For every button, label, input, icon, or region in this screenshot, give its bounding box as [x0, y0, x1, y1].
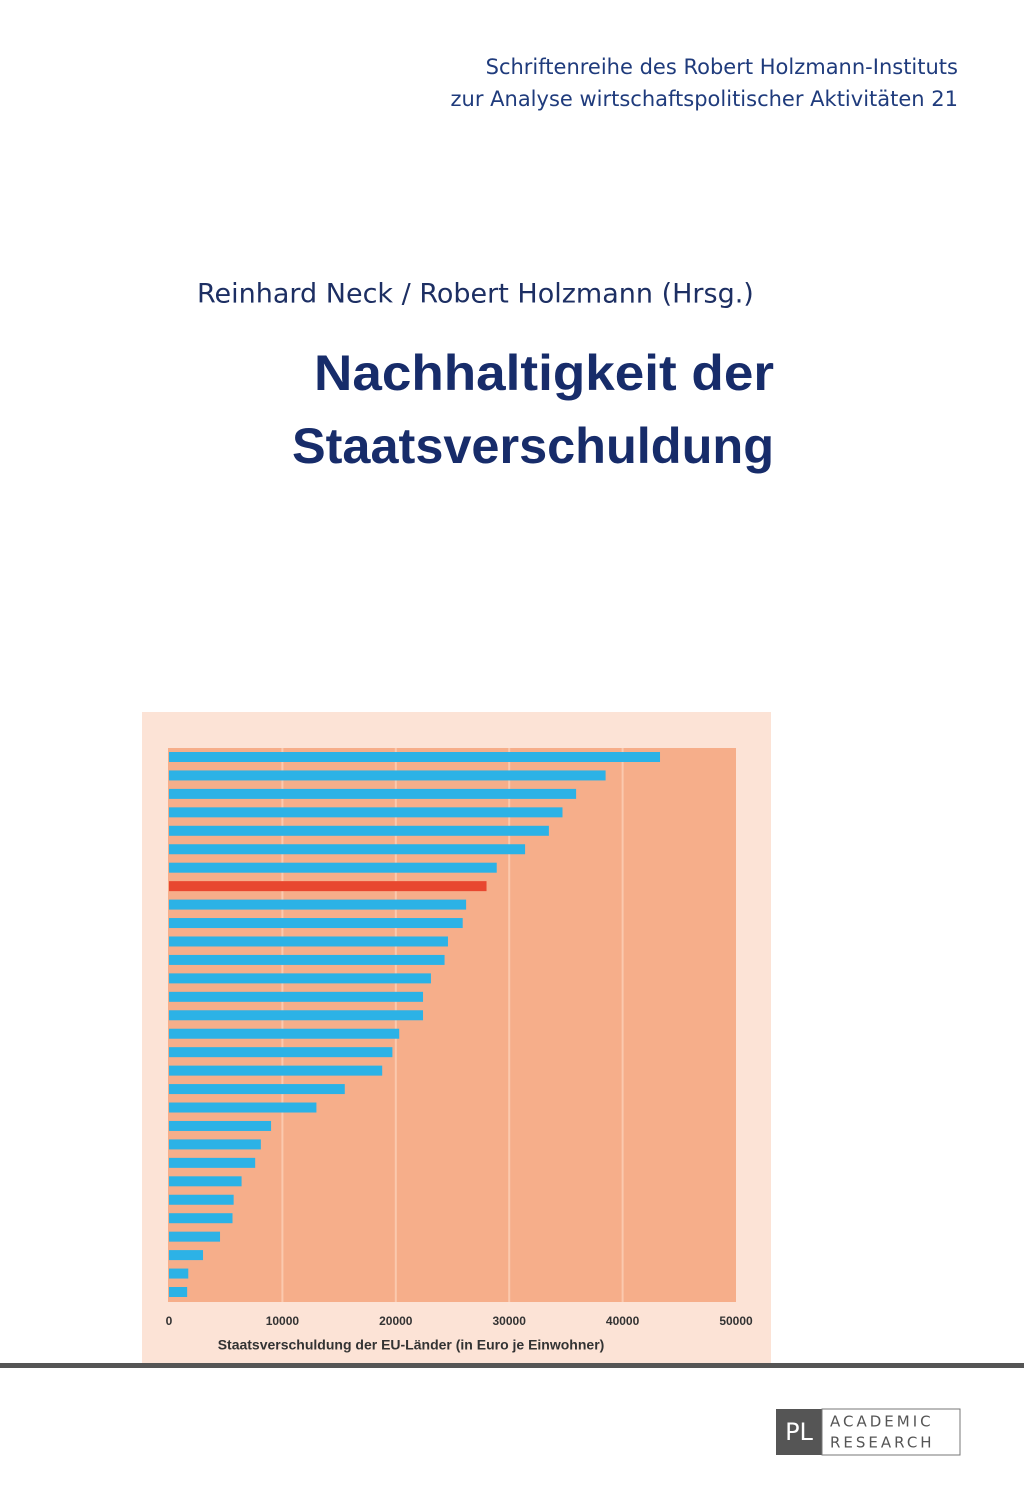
bar: [169, 1065, 383, 1076]
bar: [169, 1102, 317, 1113]
bar: [169, 752, 661, 762]
bar: [169, 973, 431, 984]
bar: [169, 1047, 393, 1058]
x-axis-label: Staatsverschuldung der EU-Länder (in Eur…: [218, 1337, 605, 1353]
bar: [169, 844, 526, 855]
bar: [169, 1194, 234, 1205]
x-tick-label: 30000: [493, 1314, 527, 1328]
bar: [169, 1176, 242, 1187]
bar: [169, 1231, 221, 1242]
bar: [169, 825, 549, 836]
plot-area: [168, 748, 736, 1302]
bar: [169, 807, 563, 818]
bar: [169, 1010, 424, 1021]
bar: [169, 899, 467, 910]
bar: [169, 936, 448, 947]
bar: [169, 1120, 272, 1131]
publisher-line: ACADEMIC: [830, 1413, 934, 1431]
book-title: Staatsverschuldung: [292, 418, 774, 474]
bar: [169, 862, 497, 873]
logo-frame: [821, 1408, 961, 1456]
series-title: zur Analyse wirtschaftspolitischer Aktiv…: [451, 87, 959, 111]
bar: [169, 788, 577, 799]
x-tick-label: 20000: [379, 1314, 413, 1328]
publisher-line: RESEARCH: [830, 1434, 935, 1452]
bar: [169, 770, 606, 781]
bar: [169, 1287, 188, 1297]
bar: [169, 881, 487, 892]
logo-box: [776, 1409, 822, 1455]
x-tick-label: 0: [166, 1314, 173, 1328]
x-tick-label: 40000: [606, 1314, 640, 1328]
bar: [169, 1028, 400, 1039]
x-tick-label: 10000: [266, 1314, 300, 1328]
x-tick-label: 50000: [719, 1314, 753, 1328]
bar: [169, 1157, 256, 1168]
bar: [169, 954, 445, 965]
bar: [169, 1139, 261, 1150]
bar: [169, 1250, 204, 1261]
bar: [169, 1084, 345, 1095]
chart: 0 10000 20000 30000 40000 50000 Staatsverschul…: [166, 748, 753, 1353]
bar: [169, 1213, 233, 1224]
rule: [0, 1363, 1024, 1368]
bar: [169, 1268, 189, 1279]
authors: Reinhard Neck / Robert Holzmann (Hrsg.): [197, 279, 754, 310]
bar: [169, 991, 424, 1002]
book-title: Nachhaltigkeit der: [314, 345, 774, 401]
bar: [169, 918, 463, 929]
logo: PL: [785, 1418, 813, 1446]
series-title: Schriftenreihe des Robert Holzmann-Insti…: [486, 55, 958, 79]
